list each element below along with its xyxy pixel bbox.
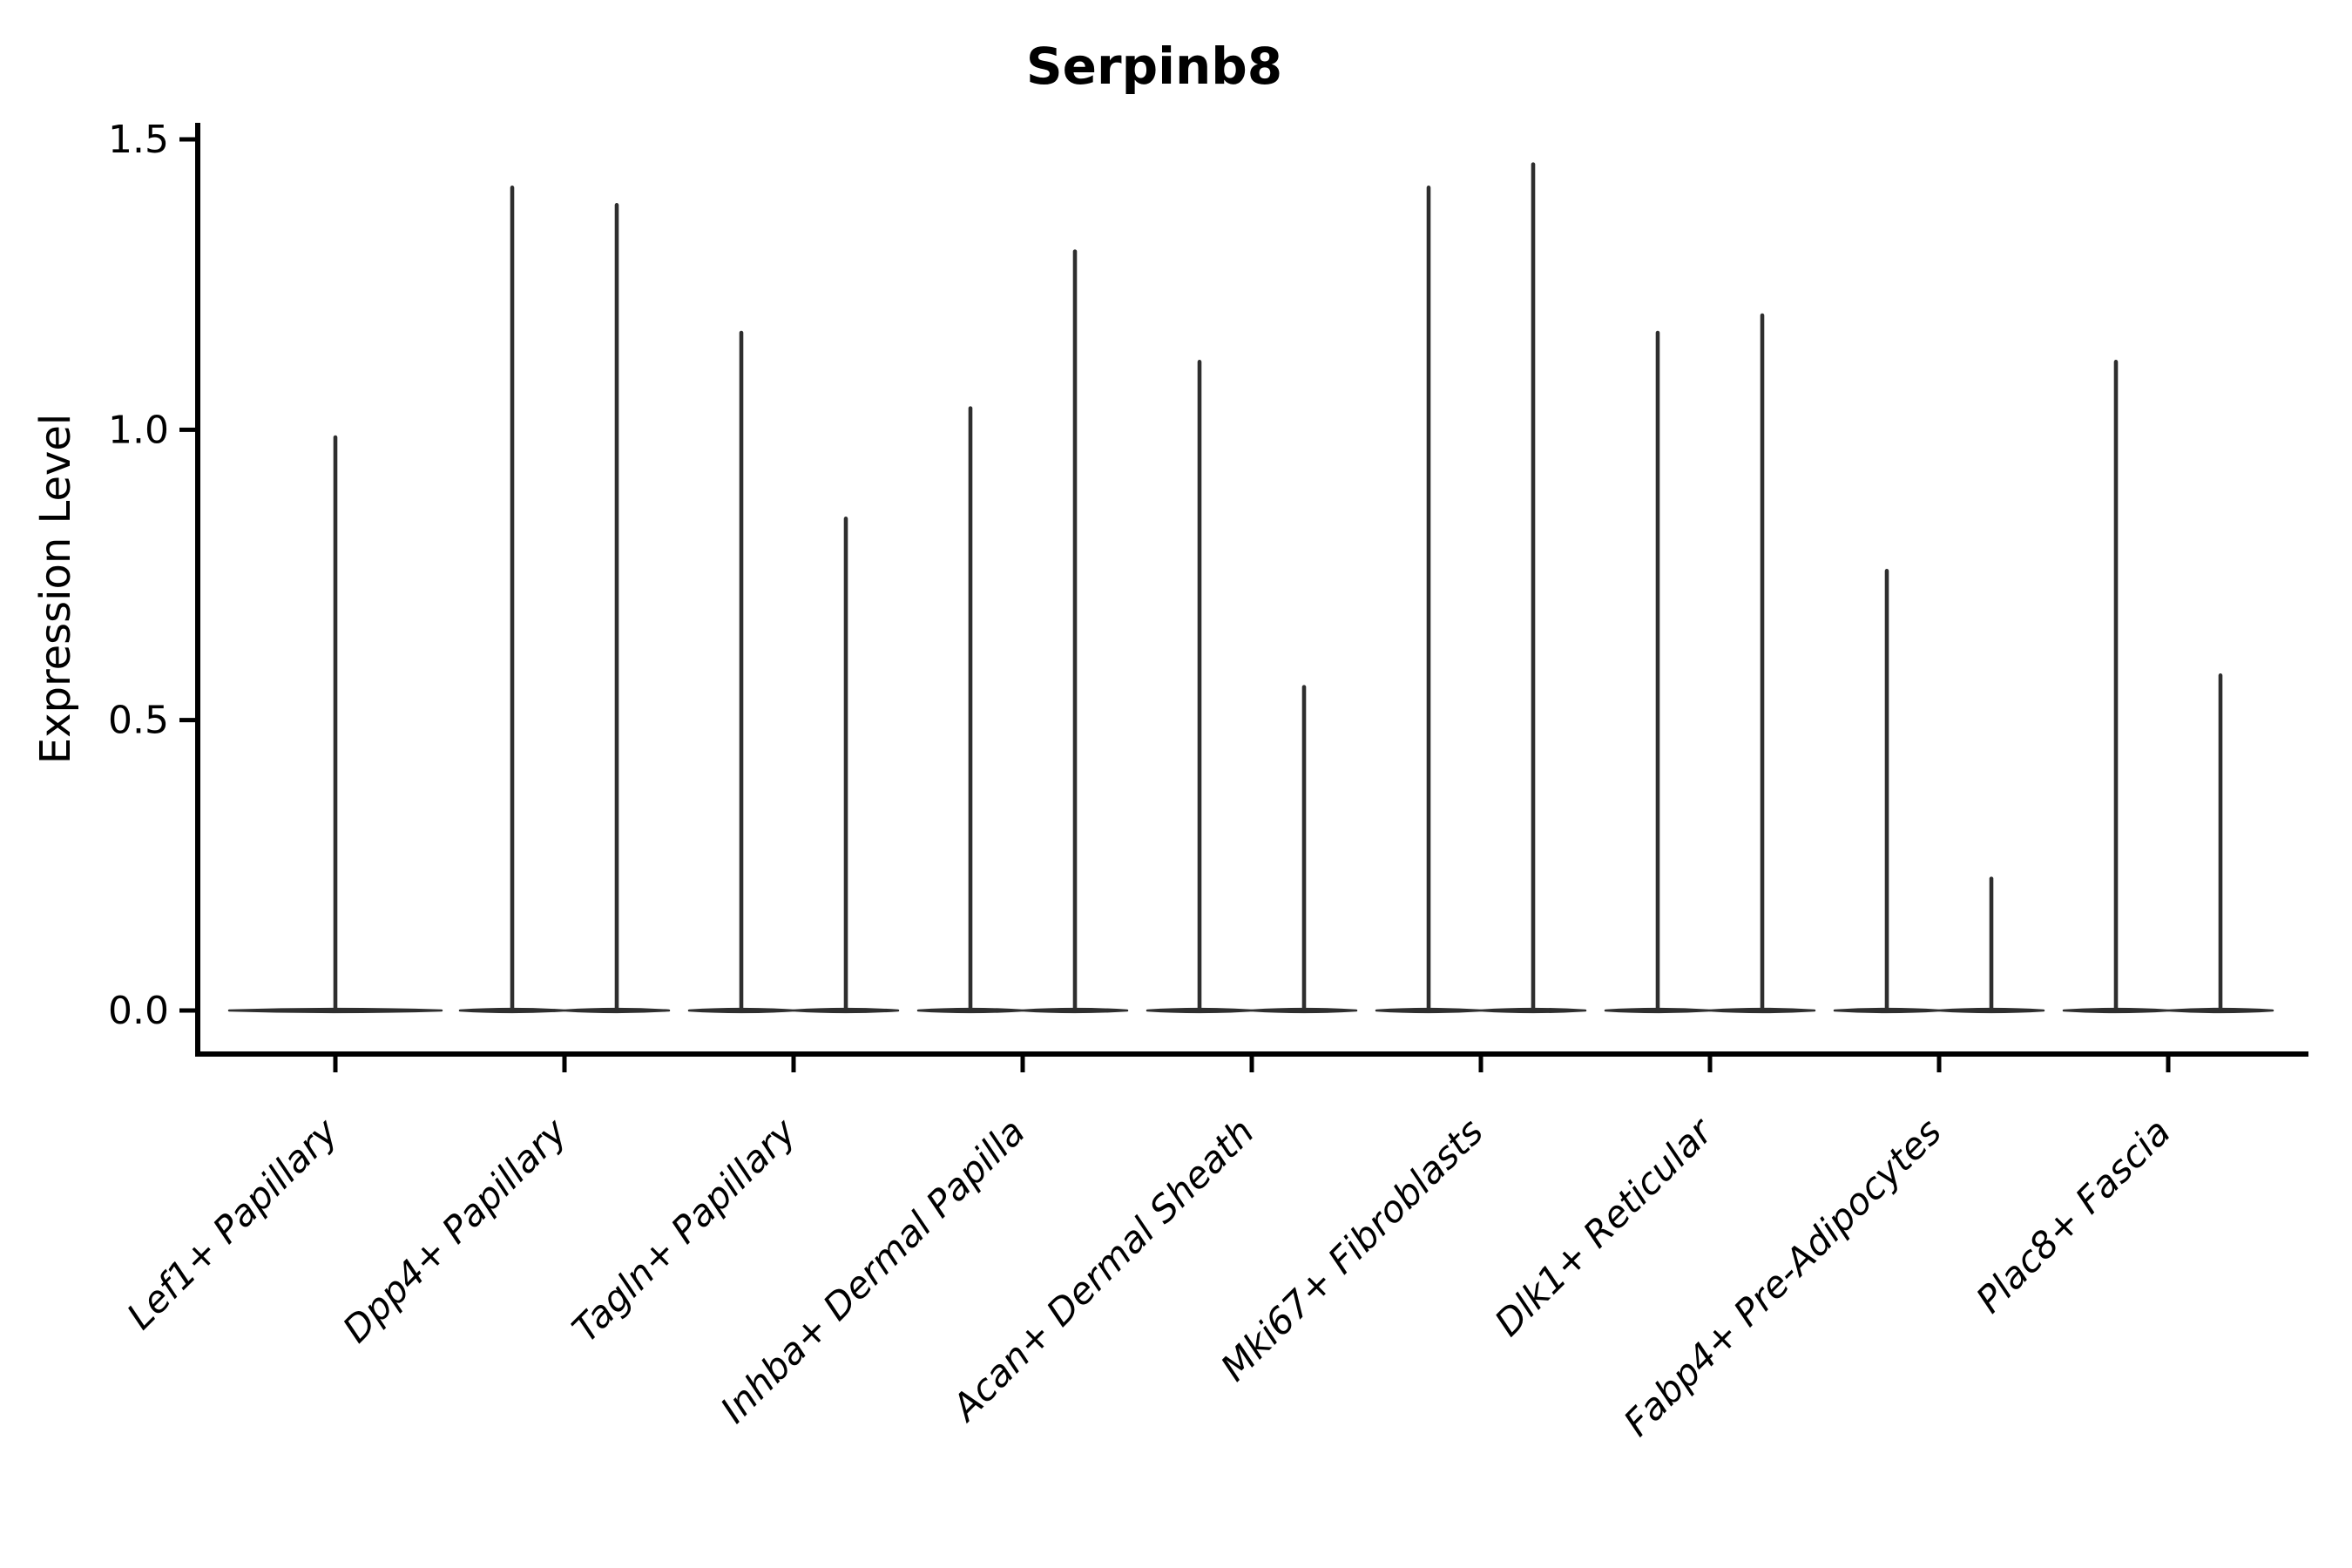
y-tick-label: 0.5 (108, 699, 169, 743)
x-tick-label: Plac8+ Fascia (1968, 1110, 2179, 1321)
x-tick-label: Tagln+ Papillary (564, 1110, 805, 1351)
axes (195, 123, 2308, 1057)
chart-title: Serpinb8 (1026, 37, 1282, 96)
x-tick-label: Mki67+ Fibroblasts (1213, 1110, 1491, 1389)
violin-group (687, 330, 900, 1014)
x-tick-label: Dlk1+ Reticular (1486, 1108, 1722, 1344)
violin-group (1375, 162, 1587, 1014)
violin-group (916, 249, 1129, 1014)
y-axis-label: Expression Level (31, 414, 80, 765)
x-tick-label: Dpp4+ Papillary (335, 1110, 576, 1351)
y-tick-label: 1.5 (108, 118, 169, 162)
violin-group (1146, 360, 1358, 1014)
y-tick-label: 1.0 (108, 408, 169, 452)
violin-group (227, 435, 443, 1014)
violin-group (458, 186, 671, 1014)
violin-group (1604, 313, 1816, 1014)
y-tick-label: 0.0 (108, 989, 169, 1033)
y-axis-ticks: 0.0 0.5 1.0 1.5 (108, 118, 196, 1033)
violin-group (2062, 360, 2274, 1014)
x-tick-label: Lef1+ Papillary (118, 1110, 347, 1338)
violin-group (1833, 569, 2045, 1014)
violin-series (227, 162, 2274, 1014)
